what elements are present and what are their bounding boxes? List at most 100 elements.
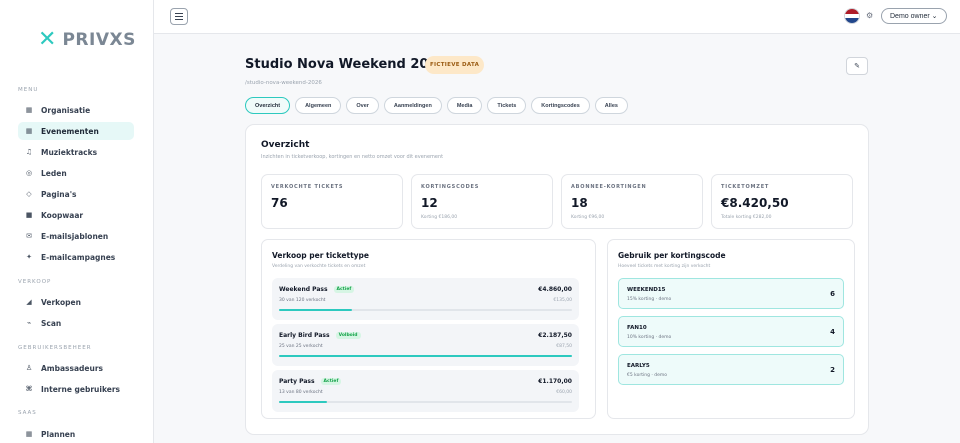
ticket-type-name: Party Pass (279, 378, 315, 385)
sidebar-item-label: Ambassadeurs (41, 363, 103, 373)
tab-tickets[interactable]: Tickets (487, 97, 527, 114)
sidebar-item-interne-gebruikers[interactable]: ⌘ Interne gebruikers (18, 380, 134, 398)
tab-media[interactable]: Media (446, 97, 483, 114)
stat-label: TICKETOMZET (721, 184, 770, 190)
ticket-type-row: Early Bird Pass Volboid €2.187,50 25 van… (272, 324, 579, 366)
page-icon: ◇ (26, 190, 32, 198)
ticket-type-name: Early Bird Pass (279, 332, 330, 339)
sidebar: ✕ PRIVXS MENU ▦ Organisatie ▦ Evenemente… (0, 0, 154, 443)
ticket-sales-title: Verkoop per tickettype (272, 251, 370, 260)
ticket-type-row: Party Pass Actief €1.170,00 13 van 80 ve… (272, 370, 579, 412)
page-title: Studio Nova Weekend 2026 (245, 57, 447, 72)
stat-value: 12 (421, 196, 438, 210)
ticket-type-sold: 25 van 25 verkocht (279, 344, 323, 349)
tab-kortingscodes[interactable]: Kortingscodes (531, 97, 590, 114)
topbar: ⚙ Demo owner ⌄ (154, 0, 960, 34)
discount-code-row[interactable]: FAN10 10% korting · demo 4 (618, 316, 844, 347)
progress-bar (279, 355, 572, 357)
calendar-icon: ▦ (25, 127, 33, 135)
sidebar-item-plannen[interactable]: ▦ Plannen (18, 425, 134, 443)
settings-icon[interactable]: ⚙ (866, 11, 874, 20)
sidebar-item-ambassadeurs[interactable]: ♙ Ambassadeurs (18, 359, 134, 377)
discount-code-row[interactable]: EARLY5 €5 korting · demo 2 (618, 354, 844, 385)
section-label-verkoop: VERKOOP (18, 279, 52, 285)
ticket-type-row: Weekend Pass Actief €4.860,00 30 van 120… (272, 278, 579, 320)
sidebar-item-organisatie[interactable]: ▦ Organisatie (18, 101, 134, 119)
pencil-icon: ✎ (854, 63, 860, 70)
sidebar-item-label: Organisatie (41, 105, 91, 115)
sidebar-item-paginas[interactable]: ◇ Pagina's (18, 185, 134, 203)
event-slug: /studio-nova-weekend-2026 (245, 80, 322, 86)
ticket-type-name: Weekend Pass (279, 286, 328, 293)
sidebar-item-label: Koopwaar (41, 210, 84, 220)
flag-stripe (845, 13, 859, 19)
stat-card-ticket-revenue: TICKETOMZET €8.420,50 Totale korting €28… (711, 174, 853, 229)
status-badge: Actief (320, 378, 342, 385)
discount-code-count: 2 (830, 366, 835, 374)
stat-note: Totale korting €282,00 (721, 215, 772, 220)
brand-logo[interactable]: ✕ PRIVXS (38, 29, 136, 51)
tab-algemeen[interactable]: Algemeen (295, 97, 342, 114)
tab-over[interactable]: Over (346, 97, 379, 114)
discount-code: EARLY5 (627, 363, 650, 369)
discount-code-desc: €5 korting · demo (627, 373, 667, 378)
scan-icon: ⌁ (26, 319, 32, 327)
tab-aanmeldingen[interactable]: Aanmeldingen (383, 97, 442, 114)
sidebar-item-koopwaar[interactable]: ■ Koopwaar (18, 206, 134, 224)
tab-overzicht[interactable]: Overzicht (245, 97, 291, 114)
sidebar-item-label: Plannen (41, 429, 76, 439)
stat-value: €8.420,50 (721, 196, 789, 210)
ticket-type-sold: 13 van 80 verkocht (279, 390, 323, 395)
ticket-sales-subtitle: Verdeling van verkochte tickets en omzet (272, 264, 366, 269)
sidebar-item-label: Muziektracks (41, 147, 98, 157)
flag-nl-icon[interactable] (844, 8, 860, 24)
sidebar-item-label: Interne gebruikers (41, 384, 121, 394)
send-icon: ✦ (26, 253, 32, 261)
music-icon: ♫ (25, 148, 33, 156)
ticket-type-discount: €60,00 (556, 390, 572, 395)
sidebar-item-label: E-mailcampagnes (41, 252, 116, 262)
stat-card-discount-codes: KORTINGSCODES 12 Korting €186,00 (411, 174, 553, 229)
stat-card-subscriber-discounts: ABONNEE-KORTINGEN 18 Korting €96,00 (561, 174, 703, 229)
sidebar-item-leden[interactable]: ◎ Leden (18, 164, 134, 182)
hamburger-icon (175, 13, 183, 14)
sidebar-item-muziektracks[interactable]: ♫ Muziektracks (18, 143, 134, 161)
progress-bar (279, 401, 572, 403)
tab-bar: Overzicht Algemeen Over Aanmeldingen Med… (245, 97, 628, 114)
sidebar-item-emailsjablonen[interactable]: ✉ E-mailsjablonen (18, 227, 134, 245)
sidebar-item-emailcampagnes[interactable]: ✦ E-mailcampagnes (18, 248, 134, 266)
tab-alles[interactable]: Alles (594, 97, 628, 114)
sidebar-item-verkopen[interactable]: ◢ Verkopen (18, 293, 134, 311)
stat-label: ABONNEE-KORTINGEN (571, 184, 647, 190)
status-badge: Actief (333, 286, 355, 293)
sidebar-item-evenementen[interactable]: ▦ Evenementen (18, 122, 134, 140)
progress-fill (279, 401, 327, 403)
code-usage-subtitle: Hoeveel tickets met korting zijn verkoch… (618, 264, 711, 269)
hamburger-icon (175, 16, 183, 17)
edit-button[interactable]: ✎ (846, 57, 868, 75)
ticket-type-name-wrap: Early Bird Pass Volboid (279, 332, 361, 339)
discount-code-count: 4 (830, 328, 835, 336)
sidebar-item-label: Scan (41, 318, 62, 328)
discount-code-count: 6 (830, 290, 835, 298)
ticket-type-name-wrap: Weekend Pass Actief (279, 286, 355, 293)
plan-icon: ▦ (25, 430, 33, 438)
ticket-type-amount: €2.187,50 (538, 332, 572, 339)
discount-code: FAN10 (627, 325, 647, 331)
chart-icon: ◢ (26, 298, 32, 306)
overview-subtitle: Inzichten in ticketverkoop, kortingen en… (261, 154, 444, 160)
progress-bar (279, 309, 572, 311)
discount-code: WEEKEND15 (627, 287, 666, 293)
brand-name: PRIVXS (62, 30, 136, 50)
hamburger-icon (175, 19, 183, 20)
stat-value: 18 (571, 196, 588, 210)
box-icon: ■ (25, 211, 33, 219)
flag-stripe (845, 9, 859, 14)
ticket-type-sold: 30 van 120 verkocht (279, 298, 326, 303)
user-menu-button[interactable]: Demo owner ⌄ (881, 8, 947, 24)
hamburger-menu-button[interactable] (170, 8, 188, 25)
sidebar-item-label: Evenementen (41, 126, 99, 136)
sidebar-item-scan[interactable]: ⌁ Scan (18, 314, 134, 332)
stat-label: KORTINGSCODES (421, 184, 480, 190)
discount-code-row[interactable]: WEEKEND15 15% korting · demo 6 (618, 278, 844, 309)
